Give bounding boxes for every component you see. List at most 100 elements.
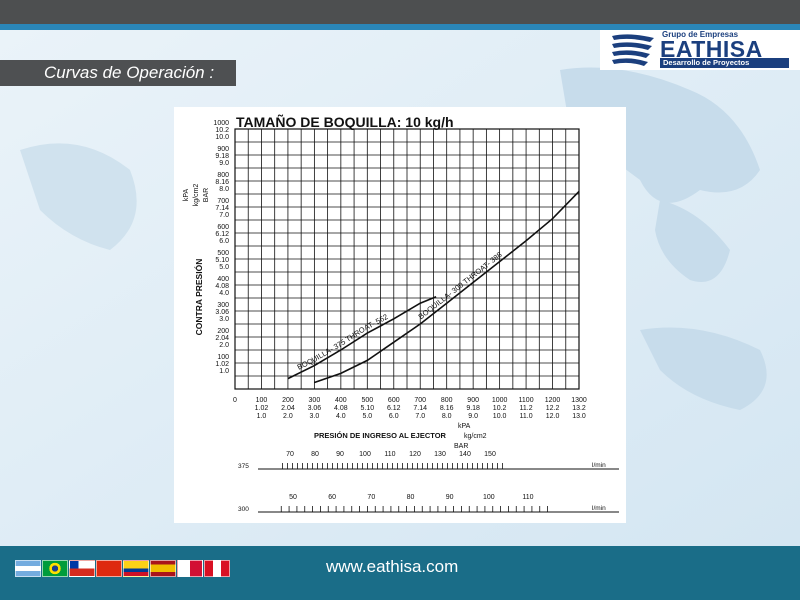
x-unit-kpa: kPA xyxy=(458,423,471,430)
brand-logo[interactable]: Grupo de Empresas EATHISA Desarrollo de … xyxy=(600,30,800,70)
x-tick-bar: 8.0 xyxy=(442,413,452,420)
x-tick-kpa: 400 xyxy=(335,397,347,404)
y-tick-bar: 4.0 xyxy=(219,290,229,297)
x-unit-bar: BAR xyxy=(454,443,468,450)
y-tick-bar: 9.0 xyxy=(219,160,229,167)
website-link[interactable]: www.eathisa.com xyxy=(326,557,459,576)
flow-scale-name: 300 xyxy=(238,506,249,513)
y-tick-bar: 1.0 xyxy=(219,368,229,375)
flow-tick-label: 90 xyxy=(336,451,344,458)
y-tick-bar: 2.0 xyxy=(219,342,229,349)
flow-tick-label: 70 xyxy=(286,451,294,458)
flow-tick-label: 90 xyxy=(446,494,454,501)
y-tick-bar: 10.0 xyxy=(215,134,229,141)
flow-scale-unit: l/min xyxy=(592,505,606,512)
y-tick-bar: 8.0 xyxy=(219,186,229,193)
flow-tick-label: 150 xyxy=(484,451,496,458)
logo-wordmark: EATHISA xyxy=(660,36,763,62)
x-tick-kpa: 800 xyxy=(441,397,453,404)
y-axis-units: kPA kg/cm2 BAR xyxy=(183,184,210,207)
x-tick-bar: 5.0 xyxy=(362,413,372,420)
x-tick-kpa: 1200 xyxy=(545,397,561,404)
x-tick-kpa: 0 xyxy=(233,397,237,404)
flow-scale-name: 375 xyxy=(238,463,249,470)
x-tick-kpa: 500 xyxy=(361,397,373,404)
colombia-flag-icon xyxy=(123,560,149,577)
argentina-flag-icon xyxy=(15,560,41,577)
x-tick-kpa: 1300 xyxy=(571,397,587,404)
y-unit-kgcm2: kg/cm2 xyxy=(193,184,200,207)
flow-scale-375: 375 l/min 70 80 90 100 110 120 130 140 150 xyxy=(238,451,619,470)
x-tick-bar: 1.0 xyxy=(257,413,267,420)
brazil-flag-icon xyxy=(42,560,68,577)
x-tick-kgcm2: 12.2 xyxy=(546,405,560,412)
x-tick-kpa: 700 xyxy=(414,397,426,404)
x-tick-kpa: 600 xyxy=(388,397,400,404)
y-unit-kpa: kPA xyxy=(183,189,190,202)
spain-flag-icon xyxy=(150,560,176,577)
x-tick-bar: 13.0 xyxy=(572,413,586,420)
y-tick-kgcm2: 1.02 xyxy=(215,361,229,368)
flow-tick-label: 120 xyxy=(409,451,421,458)
x-tick-kgcm2: 11.2 xyxy=(520,405,533,412)
y-tick-kgcm2: 10.2 xyxy=(215,127,229,134)
x-tick-kgcm2: 4.08 xyxy=(334,405,348,412)
flow-tick-label: 110 xyxy=(522,494,533,501)
chart-panel: TAMAÑO DE BOQUILLA: 10 kg/h 1000 10.2 10.0… xyxy=(174,107,626,523)
flow-tick-label: 50 xyxy=(289,494,297,501)
top-bar xyxy=(0,0,800,24)
y-tick-kgcm2: 4.08 xyxy=(215,283,229,290)
accent-stripe xyxy=(0,24,800,30)
x-tick-kgcm2: 6.12 xyxy=(387,405,401,412)
y-tick-kgcm2: 3.06 xyxy=(215,309,229,316)
flow-tick-label: 140 xyxy=(459,451,471,458)
operation-curve-chart: TAMAÑO DE BOQUILLA: 10 kg/h 100010.210.0… xyxy=(183,113,619,513)
y-tick-kpa: 100 xyxy=(217,354,229,361)
x-tick-kgcm2: 7.14 xyxy=(413,405,427,412)
x-tick-kpa: 1000 xyxy=(492,397,508,404)
y-unit-bar: BAR xyxy=(203,188,210,202)
series-line xyxy=(314,190,580,384)
y-tick-kgcm2: 9.18 xyxy=(215,153,229,160)
peru-flag-icon xyxy=(204,560,230,577)
y-tick-kgcm2: 7.14 xyxy=(215,205,229,212)
y-tick-bar: 7.0 xyxy=(219,212,229,219)
flow-tick-label: 80 xyxy=(407,494,415,501)
flow-tick-label: 130 xyxy=(434,451,446,458)
logo-subtitle: Desarrollo de Proyectos xyxy=(660,58,789,68)
x-tick-bar: 11.0 xyxy=(520,413,533,420)
y-tick-kpa: 300 xyxy=(217,302,229,309)
x-tick-kgcm2: 9.18 xyxy=(466,405,480,412)
series-line xyxy=(287,295,437,380)
flow-tick-label: 60 xyxy=(328,494,336,501)
y-tick-bar: 5.0 xyxy=(219,264,229,271)
x-tick-bar: 6.0 xyxy=(389,413,399,420)
section-title-bar xyxy=(0,60,236,86)
y-tick-kpa: 500 xyxy=(217,250,229,257)
y-tick-kgcm2: 8.16 xyxy=(215,179,229,186)
flow-tick-label: 80 xyxy=(311,451,319,458)
y-tick-kpa: 600 xyxy=(217,224,229,231)
china-flag-icon xyxy=(96,560,122,577)
flow-tick-label: 100 xyxy=(359,451,371,458)
chart-title: TAMAÑO DE BOQUILLA: 10 kg/h xyxy=(236,113,454,130)
section-title: Curvas de Operación : xyxy=(44,63,215,82)
x-tick-kgcm2: 5.10 xyxy=(360,405,374,412)
flow-tick-label: 70 xyxy=(367,494,375,501)
chart-grid xyxy=(234,128,580,390)
y-tick-bar: 6.0 xyxy=(219,238,229,245)
x-tick-kgcm2: 8.16 xyxy=(440,405,454,412)
panama-flag-icon xyxy=(177,560,203,577)
logo-tagline: Grupo de Empresas xyxy=(662,30,739,39)
x-tick-kpa: 200 xyxy=(282,397,294,404)
y-tick-kgcm2: 2.04 xyxy=(215,335,229,342)
x-tick-bar: 7.0 xyxy=(415,413,425,420)
chile-flag-icon xyxy=(69,560,95,577)
y-tick-kgcm2: 6.12 xyxy=(215,231,229,238)
x-tick-kgcm2: 2.04 xyxy=(281,405,295,412)
x-tick-kgcm2: 10.2 xyxy=(493,405,507,412)
eathisa-logo-mark-icon xyxy=(612,34,654,66)
y-tick-kpa: 200 xyxy=(217,328,229,335)
